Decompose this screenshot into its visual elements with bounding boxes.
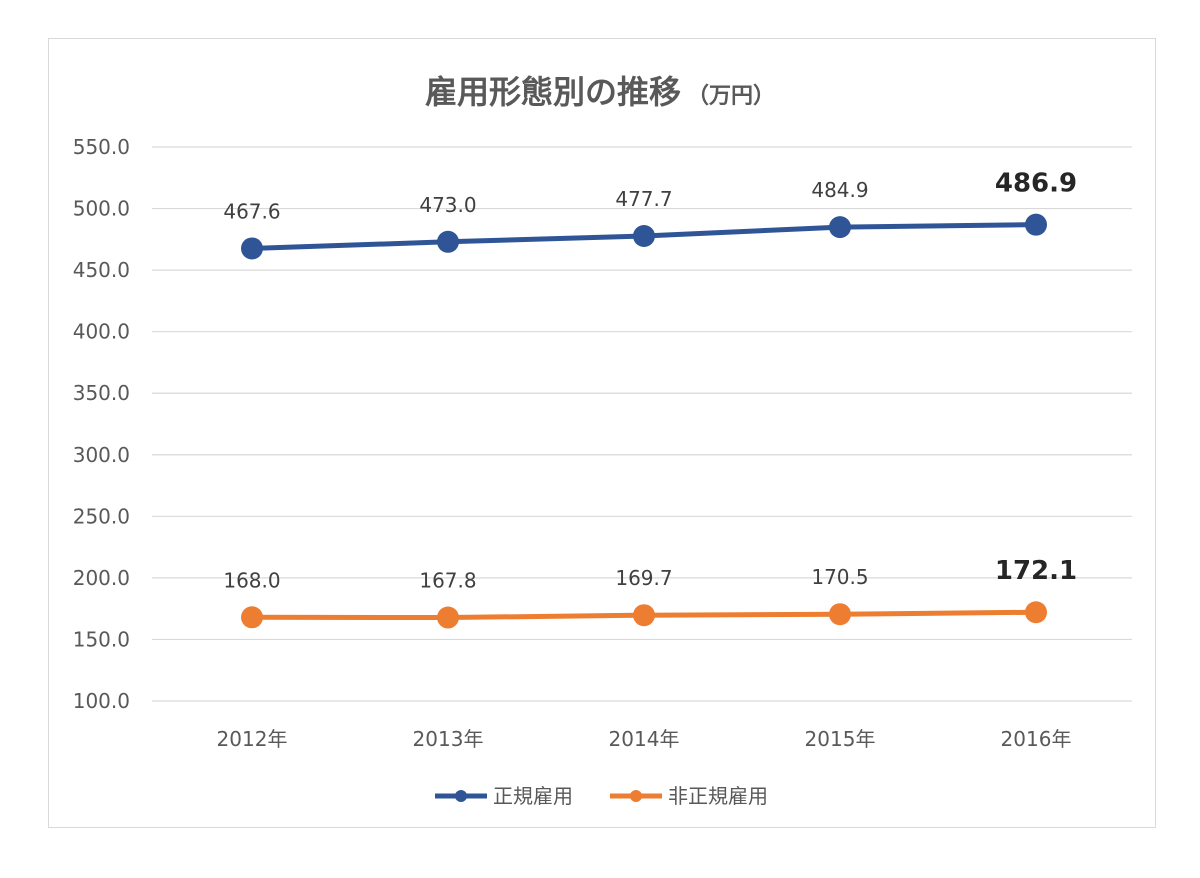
x-tick-label: 2016年 [1001, 727, 1072, 751]
legend-marker [630, 790, 642, 802]
legend-marker [455, 790, 467, 802]
data-point [437, 230, 459, 253]
data-point [829, 603, 851, 626]
y-tick-label: 400.0 [73, 320, 130, 344]
data-point [1025, 601, 1047, 624]
y-axis-ticks: 550.0 500.0 450.0 400.0 350.0 300.0 250.0 200.0… [73, 135, 130, 713]
data-point [437, 606, 459, 629]
data-label: 169.7 [615, 566, 672, 590]
y-tick-label: 200.0 [73, 566, 130, 590]
data-label: 168.0 [223, 568, 280, 592]
chart-title: 雇用形態別の推移 （万円） [425, 73, 775, 111]
chart-frame [48, 38, 1156, 828]
data-label: 484.9 [811, 178, 868, 202]
y-tick-label: 100.0 [73, 689, 130, 713]
y-tick-label: 450.0 [73, 258, 130, 282]
data-point [633, 225, 655, 248]
data-label: 473.0 [419, 193, 476, 217]
series [241, 213, 1047, 629]
chart-title-unit: （万円） [687, 84, 775, 109]
y-tick-label: 500.0 [73, 197, 130, 221]
data-point [829, 216, 851, 239]
y-tick-label: 250.0 [73, 504, 130, 528]
data-label: 486.9 [995, 169, 1077, 199]
data-point [633, 604, 655, 627]
data-point [241, 237, 263, 260]
data-point [1025, 213, 1047, 236]
data-point [241, 606, 263, 629]
x-tick-label: 2014年 [609, 727, 680, 751]
data-label: 467.6 [223, 199, 280, 223]
legend-label: 非正規雇用 [668, 784, 768, 808]
chart-title-main: 雇用形態別の推移 [425, 73, 681, 111]
y-tick-label: 300.0 [73, 443, 130, 467]
legend: 正規雇用 非正規雇用 [435, 784, 768, 808]
y-tick-label: 150.0 [73, 627, 130, 651]
gridlines [152, 146, 1132, 702]
x-tick-label: 2012年 [217, 727, 288, 751]
x-axis-ticks: 2012年 2013年 2014年 2015年 2016年 [217, 727, 1072, 751]
y-tick-label: 550.0 [73, 135, 130, 159]
y-tick-label: 350.0 [73, 381, 130, 405]
data-label: 172.1 [995, 556, 1077, 586]
x-tick-label: 2013年 [413, 727, 484, 751]
x-tick-label: 2015年 [805, 727, 876, 751]
data-label: 170.5 [811, 565, 868, 589]
legend-label: 正規雇用 [493, 784, 573, 808]
data-labels: 467.6 473.0 477.7 484.9 486.9 168.0 167.8 169.7… [223, 169, 1077, 593]
data-label: 167.8 [419, 569, 476, 593]
data-label: 477.7 [615, 187, 672, 211]
